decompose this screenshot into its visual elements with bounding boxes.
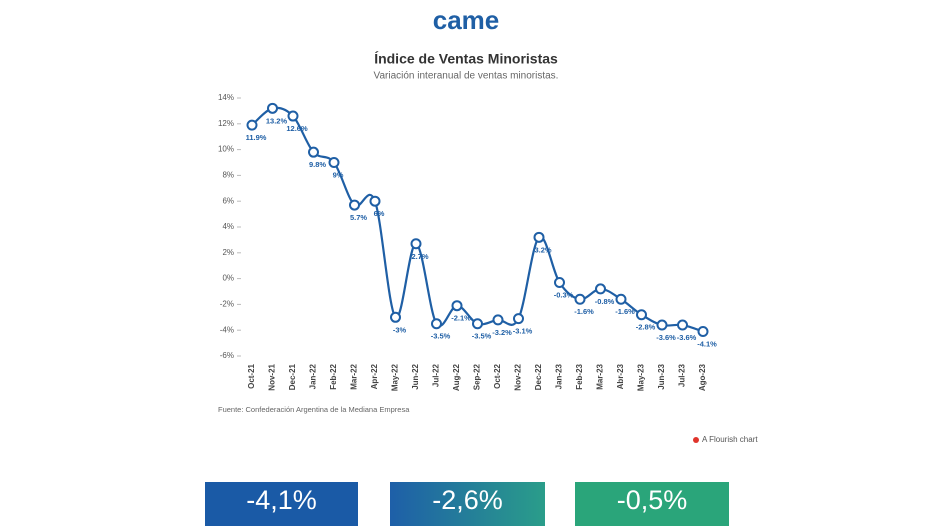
x-tick-label: Jun-22 xyxy=(411,363,420,389)
x-tick-label: Oct-22 xyxy=(493,363,502,388)
point xyxy=(246,119,258,131)
point xyxy=(287,110,299,122)
point xyxy=(431,318,442,330)
data-label: 9% xyxy=(333,170,344,179)
chart-title: Índice de Ventas Minoristas xyxy=(374,51,558,67)
point xyxy=(513,313,524,325)
data-label: -2.8% xyxy=(636,323,656,332)
y-tick-label: 2% xyxy=(222,248,234,257)
data-label: 12.6% xyxy=(286,124,308,133)
point xyxy=(554,276,565,288)
data-label: -3.1% xyxy=(513,327,533,336)
x-tick-label: Feb-22 xyxy=(329,363,338,389)
x-tick-label: May-22 xyxy=(391,363,400,391)
y-tick-label: 12% xyxy=(218,119,234,128)
point xyxy=(574,293,586,305)
x-tick-label: Feb-23 xyxy=(575,363,584,389)
data-label: -4.1% xyxy=(697,339,717,348)
point xyxy=(636,309,647,321)
chart: came Índice de Ventas Minoristas Variaci… xyxy=(218,5,758,444)
x-tick-label: Jan-22 xyxy=(309,363,318,389)
data-label: -3.6% xyxy=(677,333,697,342)
x-tick-label: Ago-23 xyxy=(698,363,707,391)
y-tick-label: 14% xyxy=(218,93,234,102)
data-label: -3% xyxy=(393,325,407,334)
stat-card: -0,5% xyxy=(575,482,729,526)
x-tick-label: Apr-22 xyxy=(370,363,379,389)
y-tick-label: -4% xyxy=(220,325,234,334)
data-label: 3.2% xyxy=(534,245,551,254)
point xyxy=(451,300,463,312)
point xyxy=(697,325,709,337)
point xyxy=(349,199,360,211)
x-tick-label: Jul-23 xyxy=(678,363,687,387)
y-tick-label: 10% xyxy=(218,145,234,154)
x-tick-label: Jan-23 xyxy=(555,363,564,389)
chart-subtitle: Variación interanual de ventas minorista… xyxy=(374,71,559,82)
data-label: 9.8% xyxy=(309,160,326,169)
point xyxy=(615,293,627,305)
data-label: 6% xyxy=(374,209,385,218)
x-tick-label: Jul-22 xyxy=(432,363,441,387)
data-label: -3.5% xyxy=(472,332,492,341)
point xyxy=(328,157,340,168)
data-label: -2.1% xyxy=(451,314,471,323)
y-tick-label: -2% xyxy=(220,300,234,309)
x-tick-label: Abr-23 xyxy=(616,363,625,389)
y-tick-label: 0% xyxy=(222,274,234,283)
y-tick-label: -6% xyxy=(220,351,234,360)
point xyxy=(595,283,606,295)
point xyxy=(492,314,504,326)
line xyxy=(251,106,704,333)
x-tick-label: Nov-22 xyxy=(514,363,523,390)
data-label: -0.3% xyxy=(554,290,574,299)
x-tick-label: Mar-22 xyxy=(350,363,359,389)
data-label: -0.8% xyxy=(595,297,615,306)
x-tick-label: Nov-21 xyxy=(268,363,277,390)
point xyxy=(677,319,688,331)
x-tick-label: Oct-21 xyxy=(247,363,256,388)
point xyxy=(533,231,545,243)
point xyxy=(267,102,278,114)
x-tick-label: Dec-21 xyxy=(288,363,297,390)
y-tick-label: 6% xyxy=(222,196,234,205)
point xyxy=(308,146,319,158)
data-label: -3.5% xyxy=(431,332,451,341)
x-tick-label: Jun-23 xyxy=(657,363,666,389)
data-label: -1.6% xyxy=(615,307,635,316)
credit[interactable]: A Flourish chart xyxy=(702,435,758,444)
y-tick-label: 4% xyxy=(222,222,234,231)
y-tick-label: 8% xyxy=(222,171,234,180)
stat-card: -2,6% xyxy=(390,482,545,526)
stat-card: -4,1% xyxy=(205,482,358,526)
point xyxy=(390,311,401,323)
x-tick-label: Sep-22 xyxy=(473,363,482,390)
point xyxy=(410,238,422,250)
logo: came xyxy=(433,5,500,35)
x-tick-label: Dec-22 xyxy=(534,363,543,390)
data-label: -3.2% xyxy=(492,328,512,337)
point xyxy=(656,319,668,331)
flourish-icon xyxy=(693,437,699,443)
x-tick-label: Aug-22 xyxy=(452,363,461,391)
data-label: 13.2% xyxy=(266,116,288,125)
source: Fuente: Confederación Argentina de la Me… xyxy=(218,405,410,414)
data-label: -1.6% xyxy=(574,307,594,316)
data-label: 5.7% xyxy=(350,213,367,222)
point xyxy=(369,195,381,207)
data-label: -3.6% xyxy=(656,333,676,342)
data-label: 11.9% xyxy=(246,133,267,142)
x-tick-label: Mar-23 xyxy=(596,363,605,389)
point xyxy=(472,318,483,330)
x-tick-label: May-23 xyxy=(637,363,646,391)
data-label: 2.7% xyxy=(411,252,428,261)
